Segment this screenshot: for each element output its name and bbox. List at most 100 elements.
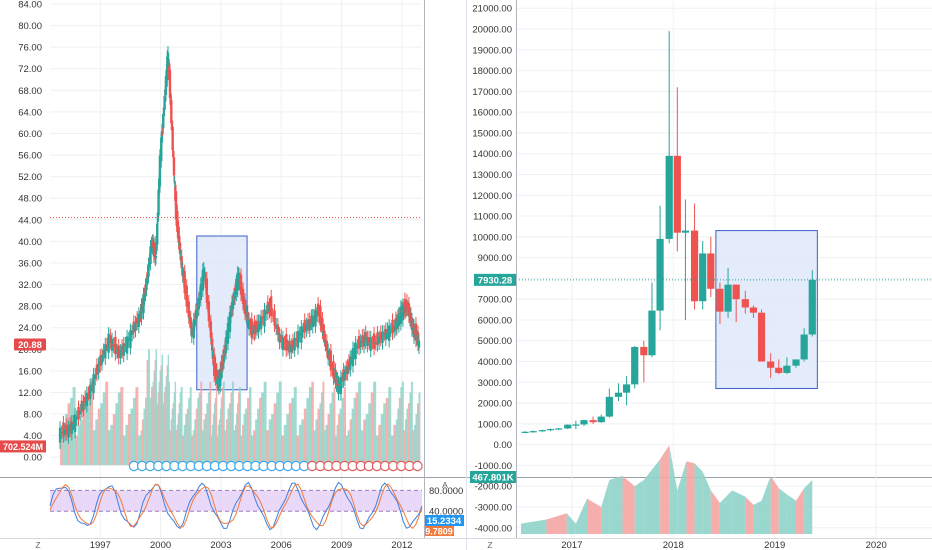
price-candle: [407, 303, 411, 317]
volume-area-segment: [694, 463, 703, 534]
price-candle: [349, 356, 352, 371]
candle-body: [614, 392, 623, 397]
price-candle: [77, 407, 80, 419]
volume-bar: [351, 408, 355, 466]
price-candle: [281, 337, 285, 351]
volume-bar: [219, 408, 222, 466]
candle-body: [521, 431, 529, 433]
price-candle: [100, 354, 104, 365]
price-candle: [115, 350, 119, 353]
volume-bar: [397, 408, 400, 466]
price-candle: [312, 315, 316, 319]
volume-bar: [161, 354, 164, 466]
price-candle: [92, 374, 95, 394]
volume-bar: [222, 381, 225, 466]
price-candle: [316, 303, 320, 317]
right-highlight-box[interactable]: [715, 230, 818, 390]
y-tick-label: 84.00: [18, 0, 42, 11]
price-candle: [334, 369, 337, 383]
volume-bar: [349, 419, 353, 466]
volume-bar: [253, 430, 256, 466]
volume-bar: [311, 381, 314, 466]
zoom-reset-icon[interactable]: Z: [35, 540, 40, 550]
volume-bar: [401, 381, 404, 466]
price-candle: [90, 384, 94, 386]
candle-body: [605, 396, 613, 417]
price-candle: [117, 345, 120, 358]
price-candle: [211, 351, 215, 360]
price-candle: [251, 331, 255, 334]
volume-bar: [409, 392, 412, 466]
candle-body: [775, 367, 783, 373]
price-candle: [75, 416, 79, 420]
volume-bar: [224, 430, 227, 466]
price-candle: [176, 211, 179, 232]
y-tick-label: 68.00: [18, 86, 42, 97]
volume-bar: [115, 403, 119, 466]
volume-bar: [268, 419, 272, 466]
price-candle: [343, 371, 347, 380]
price-candle: [202, 268, 206, 275]
volume-area-segment: [575, 498, 588, 534]
volume-bar: [237, 403, 239, 466]
volume-bar: [216, 435, 219, 466]
volume-bar: [185, 414, 188, 466]
price-candle: [361, 335, 364, 344]
volume-bar: [247, 397, 250, 466]
price-candle: [189, 317, 192, 329]
volume-bar: [149, 397, 152, 466]
price-candle: [321, 318, 324, 333]
volume-bar: [393, 424, 397, 466]
price-candle: [338, 383, 341, 386]
volume-area-segment: [587, 498, 602, 534]
volume-bar: [296, 435, 300, 466]
price-candle: [185, 285, 188, 307]
volume-bar: [336, 424, 339, 466]
volume-bar: [281, 435, 285, 466]
volume-bar: [378, 424, 382, 466]
price-candle: [190, 328, 193, 337]
price-candle: [301, 329, 305, 332]
price-candle: [337, 382, 340, 395]
price-candle: [328, 354, 331, 361]
volume-bar: [368, 403, 372, 466]
price-candle: [342, 369, 345, 382]
y-tick-label: 28.00: [18, 302, 42, 313]
volume-bar: [261, 392, 265, 466]
volume-area-segment: [778, 488, 787, 534]
price-candle: [376, 332, 379, 346]
y-tick-label: 8.00: [24, 410, 43, 421]
left-event-markers: [128, 460, 423, 472]
volume-bar: [375, 435, 379, 466]
price-candle: [329, 350, 333, 371]
price-candle: [295, 337, 298, 341]
price-candle: [364, 332, 367, 343]
price-candle: [114, 336, 117, 355]
candle-body: [724, 284, 732, 312]
price-candle: [351, 348, 355, 367]
volume-bar: [403, 430, 406, 466]
x-tick-label: 2020: [866, 540, 887, 550]
volume-bar: [194, 419, 197, 466]
price-candle: [149, 246, 152, 265]
price-candle: [371, 342, 374, 344]
price-candle: [82, 401, 85, 411]
volume-area-segment: [719, 490, 733, 534]
y-tick-label: 24.00: [18, 323, 42, 334]
y-tick-label: 1000.00: [478, 419, 512, 430]
auto-scale-button[interactable]: A: [442, 480, 448, 490]
zoom-reset-icon[interactable]: Z: [487, 540, 492, 550]
volume-area-segment: [796, 488, 805, 534]
candle-body: [631, 346, 639, 385]
volume-bar: [286, 414, 290, 466]
price-candle: [233, 290, 237, 299]
x-tick-label: 2003: [210, 540, 231, 550]
candle-body: [800, 334, 808, 360]
price-candle: [168, 69, 172, 98]
price-candle: [247, 319, 251, 330]
candle-body: [589, 420, 597, 423]
price-candle: [222, 351, 226, 363]
volume-bar: [238, 392, 240, 466]
pane-borders: [424, 0, 517, 550]
